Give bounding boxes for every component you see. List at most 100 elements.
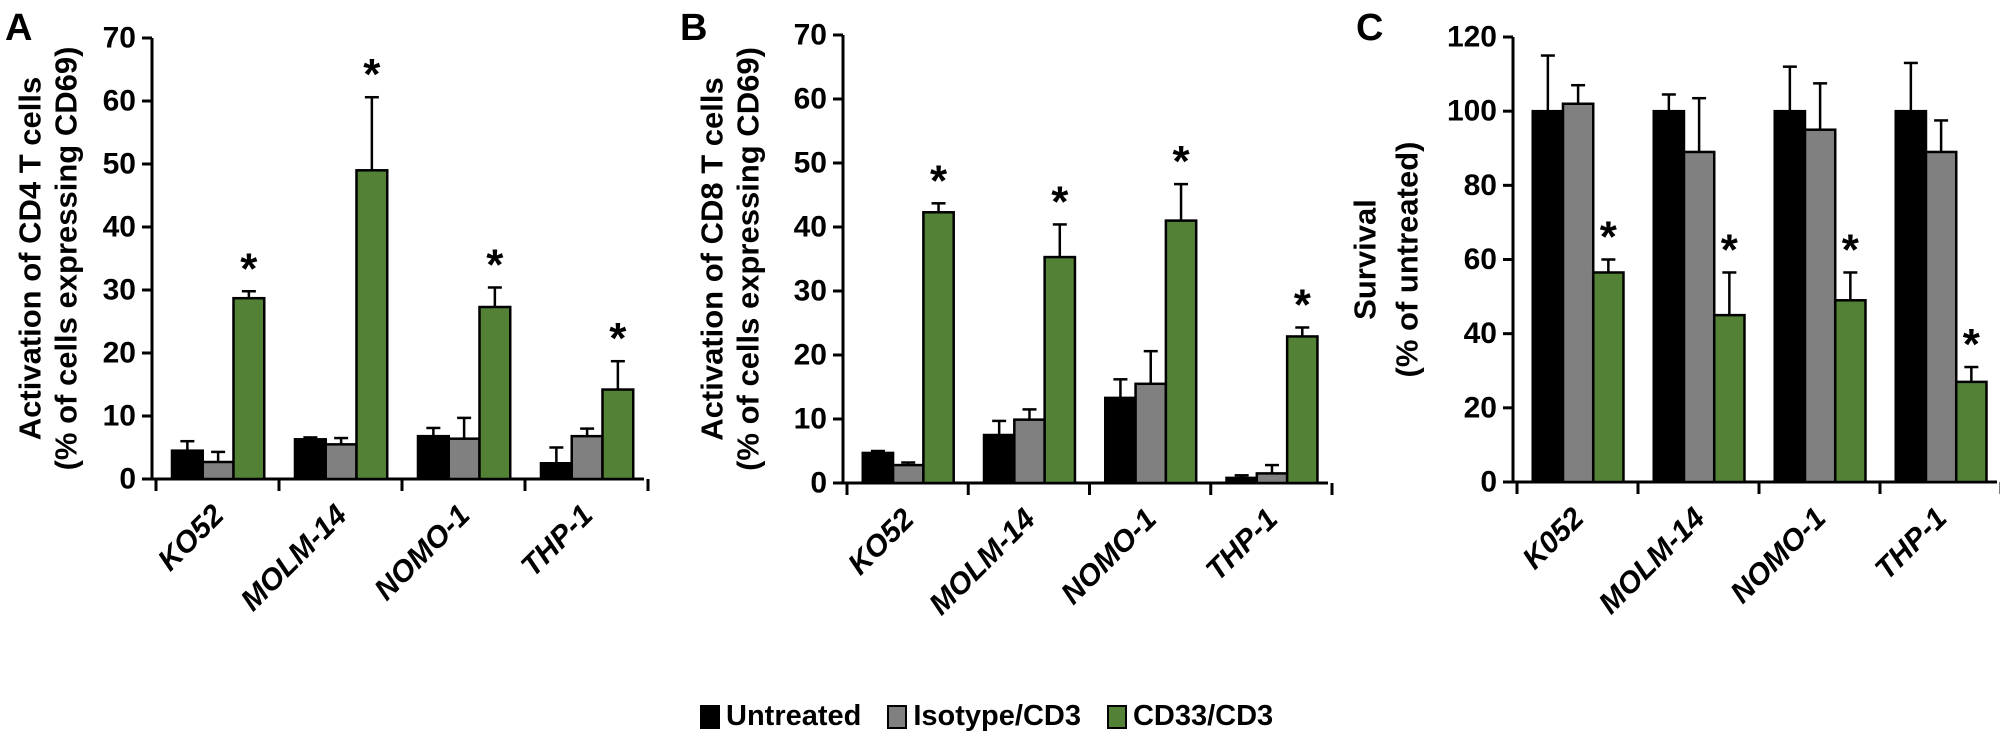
bar-isotype-cd3 bbox=[447, 437, 481, 481]
legend-item-isotype: Isotype/CD3 bbox=[887, 700, 1081, 733]
x-tick-label: MOLM-14 bbox=[923, 502, 1042, 621]
y-tick-label: 10 bbox=[103, 400, 136, 433]
x-tick-label: NOMO-1 bbox=[368, 499, 476, 607]
bar-cd33-cd3 bbox=[1712, 313, 1746, 484]
bar-cd33-cd3 bbox=[1043, 255, 1077, 485]
y-axis-label: Activation of CD4 T cells bbox=[13, 77, 48, 440]
significance-asterisk: * bbox=[930, 156, 948, 205]
bar-untreated bbox=[416, 434, 450, 481]
panel-letter: A bbox=[5, 7, 32, 49]
y-tick-label: 50 bbox=[103, 148, 136, 181]
x-tick-label: KO52 bbox=[842, 502, 921, 581]
y-tick-label: 40 bbox=[103, 211, 136, 244]
y-tick-label: 20 bbox=[103, 337, 136, 370]
significance-asterisk: * bbox=[486, 240, 504, 289]
x-tick-label: THP-1 bbox=[1200, 503, 1285, 588]
bar-untreated bbox=[1225, 476, 1259, 485]
bar-untreated bbox=[982, 433, 1016, 485]
bar-isotype-cd3 bbox=[324, 443, 358, 481]
bar-isotype-cd3 bbox=[570, 434, 604, 481]
significance-asterisk: * bbox=[1294, 280, 1312, 329]
bar-cd33-cd3 bbox=[478, 305, 512, 481]
y-tick-label: 60 bbox=[794, 83, 827, 116]
x-tick-label: KO52 bbox=[152, 498, 231, 577]
bar-cd33-cd3 bbox=[601, 388, 635, 481]
significance-asterisk: * bbox=[1600, 213, 1618, 262]
x-tick-label: NOMO-1 bbox=[1724, 502, 1832, 610]
bar-untreated bbox=[1531, 109, 1565, 484]
bar-isotype-cd3 bbox=[891, 463, 925, 485]
y-tick-label: 20 bbox=[794, 339, 827, 372]
significance-asterisk: * bbox=[1051, 177, 1069, 226]
y-tick-label: 60 bbox=[103, 85, 136, 118]
panel-letter: B bbox=[680, 7, 707, 49]
y-tick-label: 40 bbox=[1464, 317, 1497, 350]
y-tick-label: 0 bbox=[1480, 466, 1497, 499]
bar-untreated bbox=[170, 449, 204, 481]
legend-item-cd33: CD33/CD3 bbox=[1106, 700, 1274, 733]
y-axis-label: Activation of CD8 T cells bbox=[695, 77, 730, 440]
x-tick-label: NOMO-1 bbox=[1055, 503, 1163, 611]
significance-asterisk: * bbox=[1963, 320, 1981, 369]
y-axis-label: (% of untreated) bbox=[1390, 142, 1425, 378]
x-tick-label: MOLM-14 bbox=[235, 498, 354, 617]
bar-cd33-cd3 bbox=[355, 169, 389, 481]
bar-untreated bbox=[1652, 109, 1686, 484]
bar-cd33-cd3 bbox=[1591, 271, 1625, 484]
y-tick-label: 20 bbox=[1464, 391, 1497, 424]
bar-isotype-cd3 bbox=[1803, 128, 1837, 484]
significance-asterisk: * bbox=[1721, 225, 1739, 274]
bar-untreated bbox=[539, 462, 573, 481]
y-tick-label: 70 bbox=[103, 22, 136, 55]
bar-isotype-cd3 bbox=[1134, 382, 1168, 485]
legend-label: Untreated bbox=[726, 700, 862, 732]
legend-label: Isotype/CD3 bbox=[913, 700, 1081, 732]
y-tick-label: 30 bbox=[794, 275, 827, 308]
y-tick-label: 10 bbox=[794, 403, 827, 436]
y-axis-label: (% of cells expressing CD69) bbox=[49, 47, 84, 471]
legend-swatch bbox=[700, 704, 720, 729]
bar-cd33-cd3 bbox=[1164, 219, 1198, 485]
panel-c: C Survival (% of untreated) 0 20 40 60 80 100 120… bbox=[1348, 7, 2000, 620]
x-tick-label: K052 bbox=[1516, 501, 1590, 575]
y-tick-label: 70 bbox=[794, 19, 827, 52]
bar-cd33-cd3 bbox=[1285, 335, 1319, 485]
y-tick-label: 30 bbox=[103, 274, 136, 307]
panel-a: A Activation of CD4 T cells (% of cells ex… bbox=[5, 7, 650, 617]
bar-untreated bbox=[1894, 109, 1928, 484]
bar-isotype-cd3 bbox=[1255, 472, 1289, 485]
y-axis-label: Survival bbox=[1348, 199, 1383, 320]
x-tick-label: MOLM-14 bbox=[1593, 501, 1712, 620]
bar-cd33-cd3 bbox=[922, 211, 955, 485]
bar-isotype-cd3 bbox=[1682, 150, 1716, 484]
y-tick-label: 0 bbox=[119, 463, 136, 496]
legend-label: CD33/CD3 bbox=[1132, 700, 1274, 732]
y-tick-label: 100 bbox=[1447, 95, 1497, 128]
bar-cd33-cd3 bbox=[1954, 380, 1988, 484]
bar-isotype-cd3 bbox=[1013, 418, 1046, 485]
bar-untreated bbox=[293, 438, 327, 481]
significance-asterisk: * bbox=[240, 244, 258, 293]
x-tick-label: THP-1 bbox=[515, 499, 600, 584]
y-tick-label: 80 bbox=[1464, 169, 1497, 202]
significance-asterisk: * bbox=[363, 50, 381, 99]
panel-letter: C bbox=[1356, 7, 1383, 49]
bar-isotype-cd3 bbox=[1561, 102, 1595, 484]
legend-item-untreated: Untreated bbox=[700, 700, 861, 733]
y-tick-label: 40 bbox=[794, 211, 827, 244]
significance-asterisk: * bbox=[609, 314, 627, 363]
y-axis-label: (% of cells expressing CD69) bbox=[731, 47, 766, 471]
bar-untreated bbox=[861, 451, 895, 485]
legend: Untreated Isotype/CD3 CD33/CD3 bbox=[700, 700, 1299, 733]
legend-swatch bbox=[887, 704, 908, 729]
bar-cd33-cd3 bbox=[232, 296, 266, 481]
bar-untreated bbox=[1104, 396, 1137, 485]
y-tick-label: 0 bbox=[810, 467, 827, 500]
bar-isotype-cd3 bbox=[1924, 150, 1958, 484]
x-tick-label: THP-1 bbox=[1869, 502, 1954, 587]
y-tick-label: 50 bbox=[794, 147, 827, 180]
significance-asterisk: * bbox=[1172, 137, 1190, 186]
bar-isotype-cd3 bbox=[201, 460, 235, 481]
